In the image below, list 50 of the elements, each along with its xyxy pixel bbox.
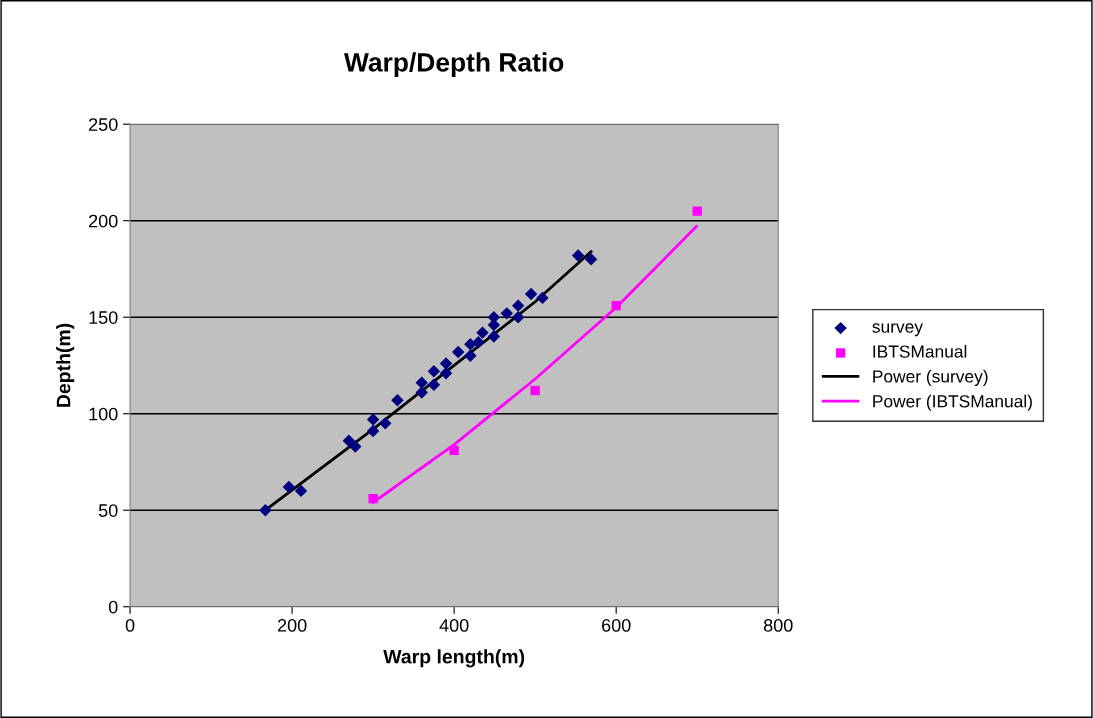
point <box>611 300 621 311</box>
legend-label: IBTSManual <box>873 344 967 358</box>
point <box>368 493 378 504</box>
point <box>259 504 272 517</box>
point <box>391 393 404 407</box>
y-tick-label: 150 <box>89 311 118 324</box>
point <box>342 434 356 447</box>
legend-label: survey <box>872 323 923 337</box>
point <box>571 249 585 262</box>
point <box>282 480 296 494</box>
point <box>379 417 392 430</box>
point <box>524 287 538 301</box>
point <box>366 424 380 438</box>
point <box>476 326 489 339</box>
point <box>584 253 598 266</box>
chart-title: Warp/Depth Ratio <box>343 52 564 77</box>
y-tick-label: 250 <box>89 118 118 131</box>
point <box>415 386 428 399</box>
x-tick-label: 600 <box>602 618 631 632</box>
point <box>349 440 362 453</box>
point <box>472 336 485 349</box>
legend-label: Power (IBTSManual) <box>873 394 1032 411</box>
point <box>449 445 459 456</box>
x-tick-label: 400 <box>439 618 469 632</box>
y-axis-title: Depth(m) <box>56 323 75 407</box>
point <box>464 349 477 363</box>
point <box>439 357 453 370</box>
point <box>536 291 549 305</box>
legend-label: Power (survey) <box>873 369 988 386</box>
point <box>511 299 525 312</box>
point <box>427 365 441 378</box>
x-tick-label: 800 <box>763 618 793 632</box>
point <box>500 307 514 320</box>
y-tick-label: 200 <box>89 214 118 228</box>
x-tick-label: 200 <box>277 618 307 632</box>
point <box>487 330 501 343</box>
y-tick-label: 100 <box>89 407 118 421</box>
x-tick-label: 0 <box>125 618 135 632</box>
point <box>427 378 441 391</box>
point <box>294 484 308 498</box>
point <box>692 206 702 216</box>
point <box>366 413 380 426</box>
point <box>415 376 428 390</box>
point <box>530 385 540 396</box>
y-tick-label: 50 <box>98 504 118 517</box>
y-tick-label: 0 <box>108 600 118 614</box>
point <box>439 366 453 380</box>
x-axis-title: Warp length(m) <box>383 649 525 668</box>
point <box>451 345 465 359</box>
point <box>511 311 525 324</box>
